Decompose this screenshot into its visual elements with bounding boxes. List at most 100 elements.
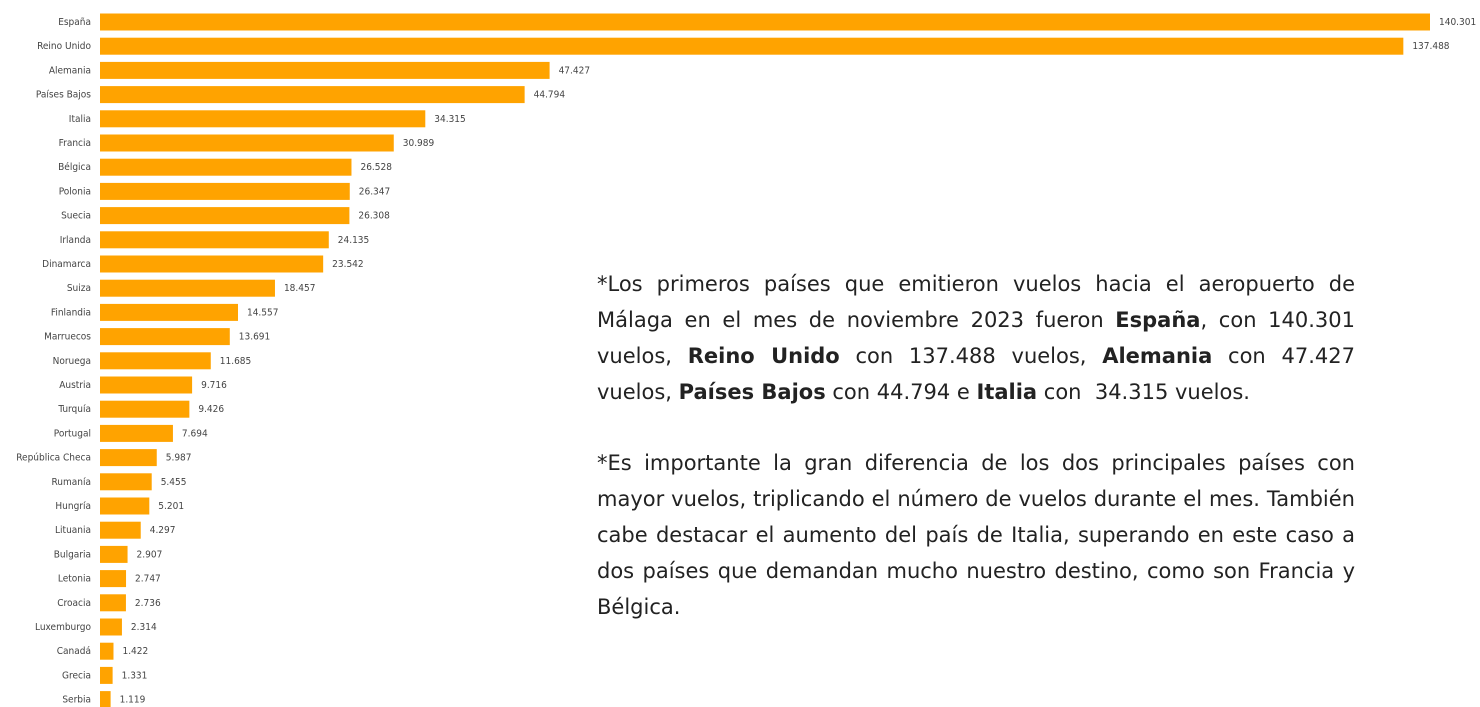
value-label: 2.736: [135, 598, 161, 609]
bar: [100, 666, 113, 684]
notes: *Los primeros países que emitieron vuelo…: [597, 266, 1355, 660]
category-label: Irlanda: [60, 235, 91, 246]
category-label: Rumanía: [52, 476, 92, 488]
value-label: 26.308: [358, 211, 390, 222]
paragraph: *Los primeros países que emitieron vuelo…: [597, 266, 1355, 410]
text: con 137.488 vuelos,: [839, 344, 1103, 368]
value-label: 137.488: [1412, 41, 1449, 52]
value-label: 23.542: [332, 259, 363, 270]
category-label: Marruecos: [44, 332, 91, 343]
value-label: 140.301: [1439, 17, 1476, 28]
bar: [100, 642, 114, 660]
bold-text: Reino Unido: [687, 344, 840, 368]
value-label: 9.426: [198, 404, 224, 415]
category-label: Croacia: [57, 598, 91, 609]
text: con 34.315 vuelos.: [1037, 380, 1250, 404]
category-label: Francia: [59, 138, 91, 149]
category-label: Luxemburgo: [35, 622, 92, 633]
bar: [100, 328, 230, 346]
category-label: Canadá: [57, 645, 91, 657]
bold-text: Países Bajos: [678, 380, 826, 404]
bar: [100, 37, 1404, 55]
category-label: Letonia: [58, 574, 91, 585]
category-label: Alemania: [49, 65, 91, 76]
value-label: 30.989: [403, 138, 435, 149]
value-label: 47.427: [559, 65, 590, 76]
category-label: Portugal: [54, 428, 91, 439]
bold-text: Alemania: [1102, 344, 1213, 368]
text: con 47.427 vuelos,: [597, 344, 1362, 404]
category-label: Suiza: [67, 283, 91, 294]
text: , con 140.301 vuelos,: [597, 308, 1362, 368]
category-label: Noruega: [53, 356, 91, 367]
category-label: Grecia: [62, 670, 91, 681]
bar: [100, 618, 122, 636]
bar: [100, 449, 157, 467]
bar: [100, 255, 324, 273]
category-label: Austria: [59, 380, 91, 391]
value-label: 4.297: [150, 525, 176, 536]
value-label: 26.528: [360, 162, 392, 173]
category-label: Dinamarca: [42, 259, 91, 270]
value-label: 24.135: [338, 235, 369, 246]
value-label: 11.685: [220, 356, 251, 367]
value-label: 13.691: [239, 332, 270, 343]
category-label: Países Bajos: [36, 89, 91, 101]
text: *Los primeros países que emitieron vuelo…: [597, 272, 1362, 332]
bar: [100, 134, 394, 152]
value-label: 18.457: [284, 283, 315, 294]
text: con 44.794 e: [825, 380, 977, 404]
bar: [100, 61, 550, 79]
paragraph: *Es importante la gran diferencia de los…: [597, 445, 1355, 625]
value-label: 5.987: [166, 453, 192, 464]
value-label: 14.557: [247, 307, 278, 318]
value-label: 7.694: [182, 428, 208, 439]
value-label: 44.794: [534, 90, 566, 101]
text: *Es importante la gran diferencia de los…: [597, 451, 1362, 619]
bar: [100, 594, 126, 612]
category-label: Reino Unido: [37, 41, 91, 52]
category-label: Suecia: [61, 211, 91, 222]
value-label: 1.422: [122, 646, 148, 657]
value-label: 9.716: [201, 380, 227, 391]
bar: [100, 570, 127, 588]
bar: [100, 86, 525, 104]
bar: [100, 545, 128, 563]
bold-text: España: [1115, 308, 1201, 332]
value-label: 2.747: [135, 574, 161, 585]
value-label: 5.201: [158, 501, 184, 512]
bar: [100, 400, 190, 418]
category-label: Turquía: [57, 403, 91, 415]
bar: [100, 13, 1430, 31]
bar: [100, 521, 141, 539]
category-label: España: [58, 17, 91, 28]
category-label: Lituania: [55, 525, 91, 536]
bar: [100, 691, 111, 707]
bar: [100, 182, 350, 200]
bar: [100, 279, 275, 297]
category-label: Hungría: [55, 500, 91, 512]
bar: [100, 207, 350, 225]
value-label: 1.331: [122, 670, 148, 681]
value-label: 2.907: [137, 549, 163, 560]
value-label: 1.119: [120, 695, 146, 706]
bar: [100, 303, 238, 321]
category-label: República Checa: [16, 452, 91, 464]
bar: [100, 158, 352, 176]
bar: [100, 376, 193, 394]
bar: [100, 473, 152, 491]
value-label: 26.347: [359, 186, 390, 197]
value-label: 5.455: [161, 477, 187, 488]
category-label: Italia: [69, 114, 91, 125]
category-label: Serbia: [62, 695, 91, 706]
bar: [100, 231, 329, 249]
bar: [100, 110, 426, 128]
bar: [100, 497, 150, 515]
category-label: Polonia: [59, 186, 91, 197]
category-label: Bulgaria: [54, 549, 91, 560]
value-label: 2.314: [131, 622, 157, 633]
value-label: 34.315: [434, 114, 465, 125]
bar: [100, 352, 211, 370]
